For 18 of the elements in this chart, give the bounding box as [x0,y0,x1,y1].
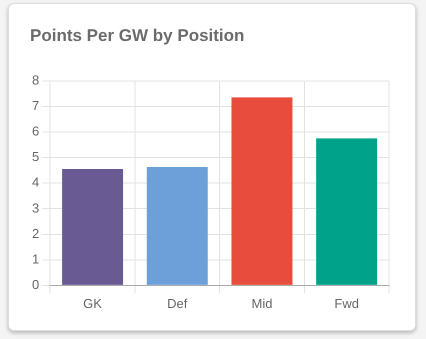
y-tick-label: 2 [32,226,40,241]
y-tick-label: 7 [32,98,40,113]
y-tick-label: 1 [32,251,40,266]
y-tick-label: 5 [32,149,40,164]
bar [146,166,208,285]
bar [316,138,378,285]
y-tick-label: 3 [32,200,40,216]
x-tick-label: Fwd [334,296,359,311]
y-tick-label: 0 [32,276,40,292]
x-tick-label: Def [167,296,188,311]
bar [231,97,292,285]
x-tick-label: GK [83,296,102,311]
x-tick-label: Mid [251,296,272,311]
y-tick-label: 6 [32,124,40,139]
bar [62,169,124,285]
y-tick-label: 4 [32,174,40,190]
chart-title: Points Per GW by Position [30,26,244,46]
y-tick-label: 8 [32,72,40,88]
